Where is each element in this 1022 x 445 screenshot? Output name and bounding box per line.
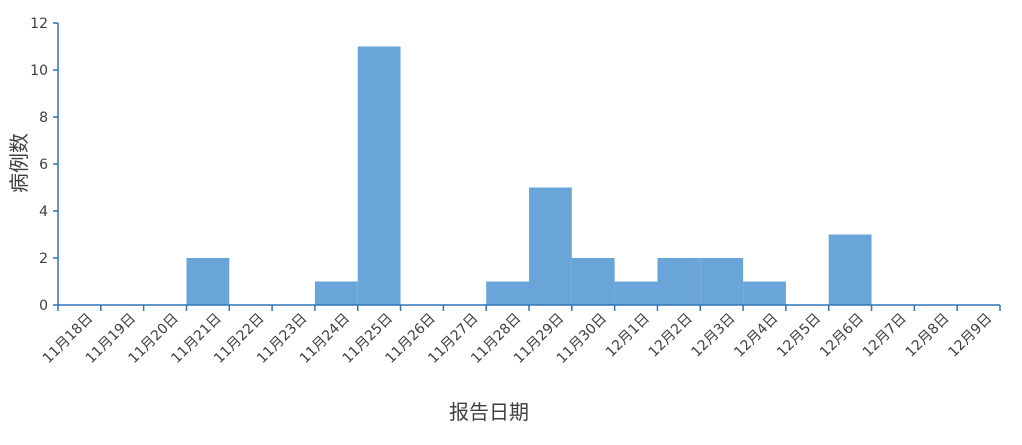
bar-12月2日 [657, 258, 701, 305]
bars-group [186, 46, 872, 305]
x-tick-label: 12月2日 [646, 311, 696, 361]
y-tick-label: 10 [30, 63, 48, 79]
bar-11月30日 [571, 258, 615, 305]
y-tick-label: 2 [39, 251, 48, 267]
bar-12月3日 [700, 258, 744, 305]
y-tick-label: 0 [39, 298, 48, 314]
x-tick-label: 12月5日 [774, 311, 824, 361]
bar-11月24日 [314, 281, 358, 305]
x-tick-label: 12月8日 [903, 311, 953, 361]
y-tick-label: 12 [30, 16, 48, 32]
bar-11月28日 [486, 281, 529, 305]
y-axis: 0 2 4 6 8 10 12 [30, 16, 59, 314]
y-tick-label: 6 [39, 157, 48, 173]
bar-12月4日 [743, 281, 786, 305]
x-axis: 11月18日11月19日11月20日11月21日11月22日11月23日11月2… [40, 304, 1001, 367]
y-axis-title: 病例数 [7, 133, 31, 193]
y-tick-label: 8 [39, 110, 48, 126]
bar-11月29日 [529, 187, 572, 305]
bar-11月25日 [357, 46, 401, 305]
bar-11月21日 [186, 258, 230, 305]
x-axis-title: 报告日期 [449, 400, 529, 424]
y-tick-label: 4 [39, 204, 48, 220]
bar-12月1日 [614, 281, 658, 305]
x-tick-label: 12月1日 [603, 311, 653, 361]
x-tick-label: 12月4日 [731, 311, 781, 361]
x-tick-label: 12月3日 [688, 311, 738, 361]
x-tick-label: 12月6日 [817, 311, 867, 361]
bar-12月6日 [828, 234, 872, 305]
x-tick-label: 12月9日 [945, 311, 995, 361]
x-tick-label: 12月7日 [860, 311, 910, 361]
